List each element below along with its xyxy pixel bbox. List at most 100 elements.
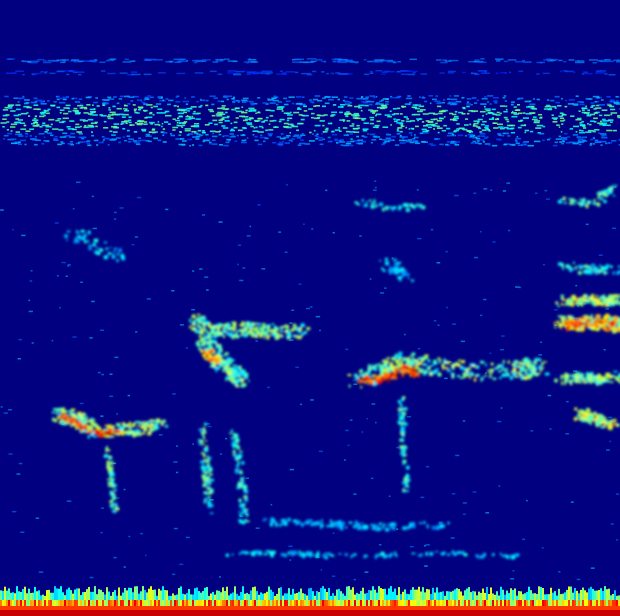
noise-speck: [18, 462, 23, 465]
noise-speck: [74, 101, 81, 103]
noise-speck: [400, 124, 403, 127]
band-column: [46, 600, 48, 608]
call-energy: [614, 300, 619, 304]
noise-speck: [454, 115, 459, 118]
band-column: [68, 587, 70, 600]
call-energy: [118, 432, 122, 435]
noise-speck: [446, 141, 452, 143]
noise-speck: [324, 96, 331, 98]
call-core: [565, 324, 568, 329]
noise-speck: [417, 119, 419, 122]
call-energy: [82, 416, 87, 420]
call-energy: [149, 431, 153, 433]
noise-speck: [195, 135, 201, 138]
faint-trace: [382, 269, 386, 272]
noise-speck: [7, 107, 13, 109]
noise-speck: [216, 115, 223, 117]
noise-speck: [222, 127, 229, 129]
call-tail: [198, 443, 203, 446]
noise-speck: [583, 303, 587, 305]
faint-trace: [586, 200, 592, 204]
faint-trace: [571, 200, 573, 203]
call-energy: [617, 322, 620, 327]
noise-speck: [144, 117, 148, 119]
call-energy: [226, 325, 230, 328]
band-column: [82, 600, 84, 608]
noise-speck: [439, 143, 444, 146]
call-energy: [588, 376, 592, 380]
noise-speck: [127, 141, 132, 143]
noise-speck: [362, 128, 369, 130]
noise-speck: [18, 133, 22, 136]
call-energy: [561, 302, 563, 306]
noise-speck: [314, 95, 321, 97]
call-energy: [191, 327, 196, 331]
call-tail: [105, 449, 108, 453]
noise-speck: [3, 138, 6, 140]
noise-speck: [428, 126, 432, 129]
call-energy: [527, 374, 531, 377]
band-column: [46, 590, 48, 600]
call-energy: [411, 361, 415, 364]
call-energy: [241, 379, 245, 382]
noise-speck: [492, 97, 499, 99]
call-energy: [444, 367, 449, 369]
noise-streak: [383, 523, 385, 527]
noise-speck: [434, 138, 441, 140]
band-column: [70, 590, 72, 600]
call-energy: [557, 315, 561, 318]
noise-speck: [361, 119, 365, 121]
call-energy: [573, 417, 577, 421]
noise-speck: [289, 559, 292, 561]
noise-streak: [568, 59, 575, 61]
call-energy: [577, 410, 582, 413]
noise-streak: [246, 71, 257, 73]
noise-speck: [103, 127, 109, 129]
call-core: [207, 353, 211, 357]
noise-speck: [175, 138, 182, 140]
noise-streak: [468, 61, 478, 63]
band-column: [110, 600, 112, 608]
faint-trace: [607, 192, 610, 196]
call-energy: [582, 378, 585, 383]
call-energy: [599, 295, 604, 299]
noise-speck: [127, 103, 131, 105]
noise-speck: [136, 99, 142, 101]
noise-speck: [428, 95, 433, 97]
faint-trace: [386, 261, 390, 265]
noise-speck: [389, 110, 392, 113]
noise-speck: [369, 278, 372, 280]
noise-speck: [182, 100, 189, 103]
band-column: [66, 600, 68, 608]
noise-speck: [410, 545, 414, 548]
noise-speck: [501, 134, 505, 137]
call-energy: [418, 357, 421, 360]
noise-speck: [39, 115, 45, 118]
noise-speck: [414, 113, 421, 116]
noise-speck: [283, 126, 288, 128]
faint-trace: [401, 272, 407, 276]
call-energy: [404, 368, 408, 372]
call-energy: [590, 296, 594, 300]
noise-streak: [233, 73, 242, 76]
noise-speck: [113, 123, 120, 125]
call-energy: [201, 317, 207, 321]
noise-speck: [607, 104, 612, 107]
noise-speck: [213, 97, 218, 99]
call-core: [378, 375, 383, 379]
call-tail: [111, 510, 116, 512]
call-energy: [233, 369, 237, 372]
noise-speck: [475, 137, 481, 140]
noise-speck: [496, 138, 502, 141]
noise-speck: [191, 130, 197, 133]
call-energy: [591, 376, 595, 381]
noise-speck: [276, 103, 279, 106]
noise-streak: [130, 71, 137, 73]
noise-streak: [474, 73, 480, 75]
noise-speck: [341, 106, 344, 108]
call-energy: [228, 369, 231, 372]
call-energy: [603, 301, 608, 305]
noise-speck: [451, 140, 457, 143]
call-tail: [236, 464, 240, 468]
call-energy: [197, 340, 201, 343]
